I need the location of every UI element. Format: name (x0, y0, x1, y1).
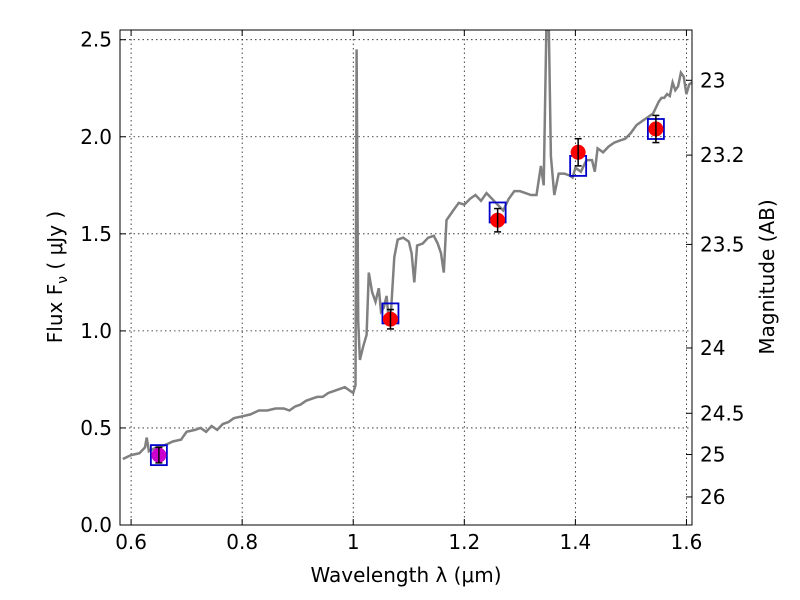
y-tick-label: 0.5 (80, 416, 112, 440)
y-axis-label-subscript: ν (55, 276, 71, 284)
y-axis-label-unit: ( μJy ) (43, 211, 67, 276)
y-tick-label: 2.5 (80, 28, 112, 52)
y2-tick-label: 24 (700, 336, 725, 360)
x-tick-label: 1.2 (448, 530, 480, 554)
observed-points-series (151, 114, 664, 464)
y2-axis-ticks: 23 23.2 23.5 24 24.5 25 26 (686, 68, 745, 509)
plot-area (120, 30, 692, 525)
x-tick-label: 1 (347, 530, 360, 554)
spectrum-series (122, 30, 692, 461)
x-axis-ticks: 0.6 0.8 1 1.2 1.4 1.6 (115, 30, 702, 554)
y2-tick-label: 25 (700, 443, 725, 467)
y2-tick-label: 23.5 (700, 232, 745, 256)
y-tick-label: 1.0 (80, 319, 112, 343)
x-tick-label: 1.6 (671, 530, 703, 554)
x-axis-label: Wavelength λ (μm) (310, 563, 501, 587)
y2-tick-label: 26 (700, 485, 725, 509)
y2-tick-label: 24.5 (700, 401, 745, 425)
grid (120, 30, 692, 526)
model-box (149, 444, 168, 467)
x-tick-label: 1.4 (559, 530, 591, 554)
y-axis-label: Flux Fν ( μJy ) (43, 211, 71, 343)
spectrum-line (122, 30, 692, 461)
y-tick-label: 2.0 (80, 125, 112, 149)
y2-axis-label: Magnitude (AB) (755, 199, 779, 354)
y2-tick-label: 23.2 (700, 143, 745, 167)
y-axis-ticks: 0.0 0.5 1.0 1.5 2.0 2.5 (80, 28, 126, 537)
y2-tick-label: 23 (700, 68, 725, 92)
y-tick-label: 1.5 (80, 222, 112, 246)
x-tick-label: 0.6 (115, 530, 147, 554)
y-tick-label: 0.0 (80, 513, 112, 537)
y-axis-label-main: Flux F (43, 284, 67, 343)
plot-frame (119, 29, 693, 526)
x-tick-label: 0.8 (226, 530, 258, 554)
